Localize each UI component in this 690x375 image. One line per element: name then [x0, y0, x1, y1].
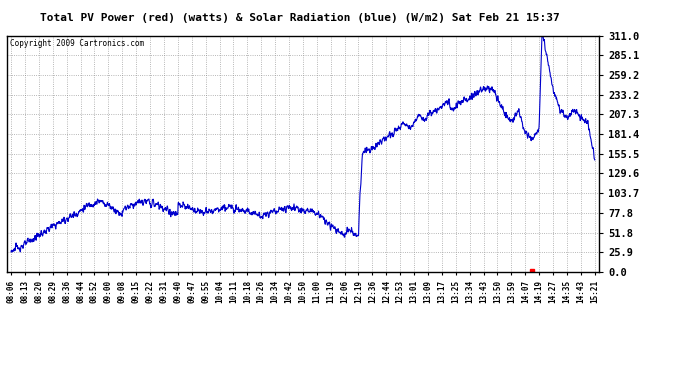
Text: Copyright 2009 Cartronics.com: Copyright 2009 Cartronics.com: [10, 39, 144, 48]
Text: Total PV Power (red) (watts) & Solar Radiation (blue) (W/m2) Sat Feb 21 15:37: Total PV Power (red) (watts) & Solar Rad…: [40, 13, 560, 23]
